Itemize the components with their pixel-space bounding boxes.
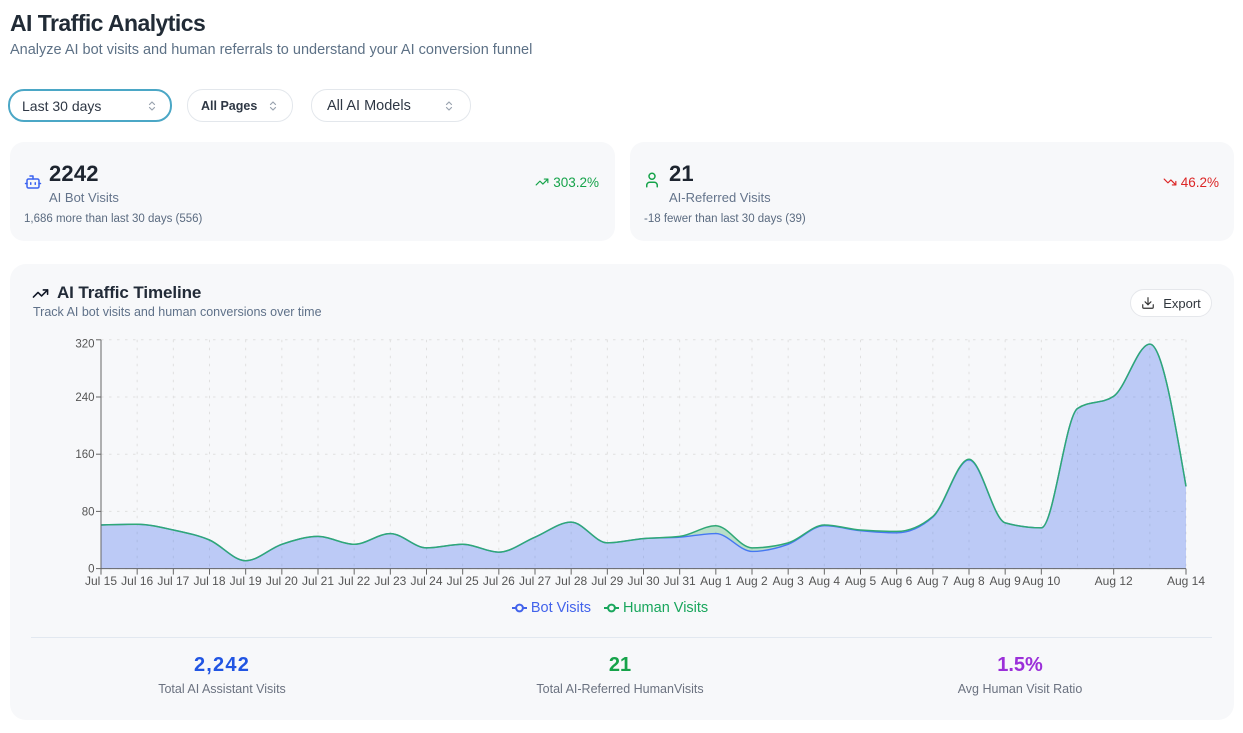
svg-text:Aug 14: Aug 14 xyxy=(1167,574,1205,588)
svg-text:Aug 3: Aug 3 xyxy=(772,574,804,588)
svg-text:Aug 12: Aug 12 xyxy=(1095,574,1133,588)
svg-text:Aug 1: Aug 1 xyxy=(700,574,732,588)
svg-text:Aug 9: Aug 9 xyxy=(989,574,1021,588)
svg-text:Jul 22: Jul 22 xyxy=(338,574,370,588)
svg-text:160: 160 xyxy=(75,449,94,461)
svg-text:Aug 10: Aug 10 xyxy=(1022,574,1060,588)
svg-text:Jul 16: Jul 16 xyxy=(121,574,153,588)
svg-text:Jul 25: Jul 25 xyxy=(447,574,479,588)
svg-text:Jul 20: Jul 20 xyxy=(266,574,298,588)
svg-text:Aug 6: Aug 6 xyxy=(881,574,913,588)
svg-text:Jul 28: Jul 28 xyxy=(555,574,587,588)
svg-text:Jul 26: Jul 26 xyxy=(483,574,515,588)
svg-text:Aug 4: Aug 4 xyxy=(809,574,841,588)
svg-text:Jul 19: Jul 19 xyxy=(230,574,262,588)
svg-text:Aug 8: Aug 8 xyxy=(953,574,985,588)
svg-text:Jul 30: Jul 30 xyxy=(627,574,659,588)
svg-text:Jul 31: Jul 31 xyxy=(664,574,696,588)
svg-text:Aug 7: Aug 7 xyxy=(917,574,949,588)
svg-text:240: 240 xyxy=(75,392,94,404)
svg-text:Jul 17: Jul 17 xyxy=(157,574,189,588)
svg-text:Jul 21: Jul 21 xyxy=(302,574,334,588)
svg-text:320: 320 xyxy=(75,338,94,350)
svg-text:Jul 18: Jul 18 xyxy=(193,574,225,588)
svg-text:0: 0 xyxy=(88,564,94,576)
svg-text:Aug 2: Aug 2 xyxy=(736,574,768,588)
svg-text:Jul 23: Jul 23 xyxy=(374,574,406,588)
svg-text:Jul 15: Jul 15 xyxy=(85,574,117,588)
svg-text:Jul 29: Jul 29 xyxy=(591,574,623,588)
svg-text:Jul 27: Jul 27 xyxy=(519,574,551,588)
svg-text:80: 80 xyxy=(82,506,95,518)
svg-text:Jul 24: Jul 24 xyxy=(410,574,442,588)
svg-text:Aug 5: Aug 5 xyxy=(845,574,877,588)
